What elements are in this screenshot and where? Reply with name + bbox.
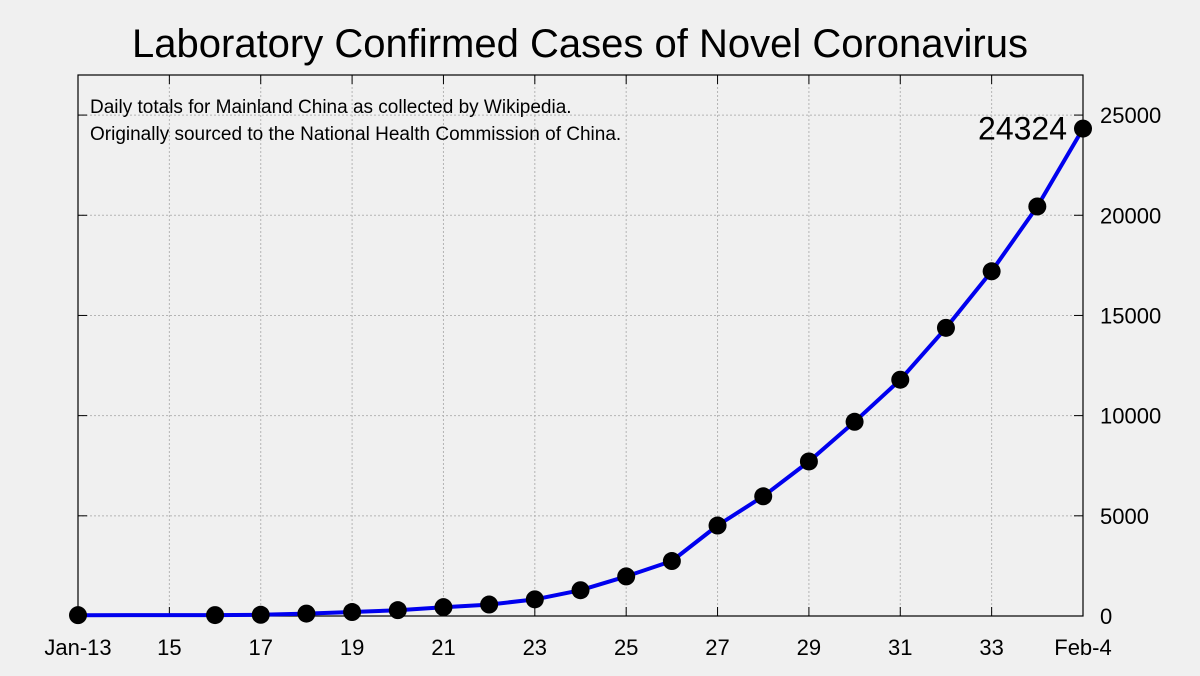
data-point bbox=[388, 601, 407, 620]
data-point bbox=[1074, 119, 1092, 138]
y-tick-label: 10000 bbox=[1100, 404, 1161, 429]
chart-title: Laboratory Confirmed Cases of Novel Coro… bbox=[132, 22, 1028, 66]
y-tick-label: 15000 bbox=[1100, 303, 1161, 328]
annotation-line-2: Originally sourced to the National Healt… bbox=[90, 124, 621, 145]
data-point bbox=[206, 606, 225, 625]
y-tick-label: 5000 bbox=[1100, 504, 1149, 529]
x-tick-label: 21 bbox=[431, 635, 455, 660]
data-point bbox=[297, 604, 316, 623]
data-point bbox=[69, 606, 87, 625]
data-point bbox=[708, 516, 727, 535]
x-tick-labels: Jan-13 15 17 19 21 23 25 27 29 31 33 Feb-4 bbox=[44, 635, 1111, 660]
data-point bbox=[982, 262, 1001, 281]
x-tick-label: 15 bbox=[157, 635, 181, 660]
data-point bbox=[480, 595, 499, 614]
x-tick-label: 27 bbox=[705, 635, 729, 660]
data-point bbox=[251, 605, 270, 624]
grid bbox=[78, 75, 1083, 616]
data-point bbox=[617, 567, 636, 586]
data-points bbox=[69, 119, 1092, 625]
data-point bbox=[662, 552, 681, 571]
x-tick-label: 19 bbox=[340, 635, 364, 660]
y-tick-label: 0 bbox=[1100, 604, 1112, 629]
data-point bbox=[754, 487, 773, 506]
y-tick-label: 20000 bbox=[1100, 203, 1161, 228]
annotation-line-1: Daily totals for Mainland China as colle… bbox=[90, 97, 572, 118]
x-tick-label: 17 bbox=[248, 635, 272, 660]
y-tick-label: 25000 bbox=[1100, 103, 1161, 128]
data-point bbox=[343, 603, 362, 622]
data-point bbox=[571, 581, 590, 600]
x-tick-label: 33 bbox=[979, 635, 1003, 660]
data-point bbox=[845, 412, 864, 431]
x-tick-label: 31 bbox=[888, 635, 912, 660]
data-point bbox=[434, 598, 453, 617]
y-tick-labels: 0 5000 10000 15000 20000 25000 bbox=[1100, 103, 1161, 629]
data-point bbox=[525, 590, 544, 609]
x-tick-label: 29 bbox=[797, 635, 821, 660]
x-tick-label: Jan-13 bbox=[44, 635, 111, 660]
x-tick-label: 25 bbox=[614, 635, 638, 660]
x-tick-label: Feb-4 bbox=[1054, 635, 1111, 660]
plot-frame bbox=[77, 74, 1084, 617]
data-point bbox=[1028, 197, 1047, 216]
last-value-label: 24324 bbox=[978, 111, 1067, 147]
data-point bbox=[799, 452, 818, 471]
data-point bbox=[936, 318, 955, 337]
x-tick-label: 23 bbox=[523, 635, 547, 660]
data-point bbox=[891, 370, 910, 389]
